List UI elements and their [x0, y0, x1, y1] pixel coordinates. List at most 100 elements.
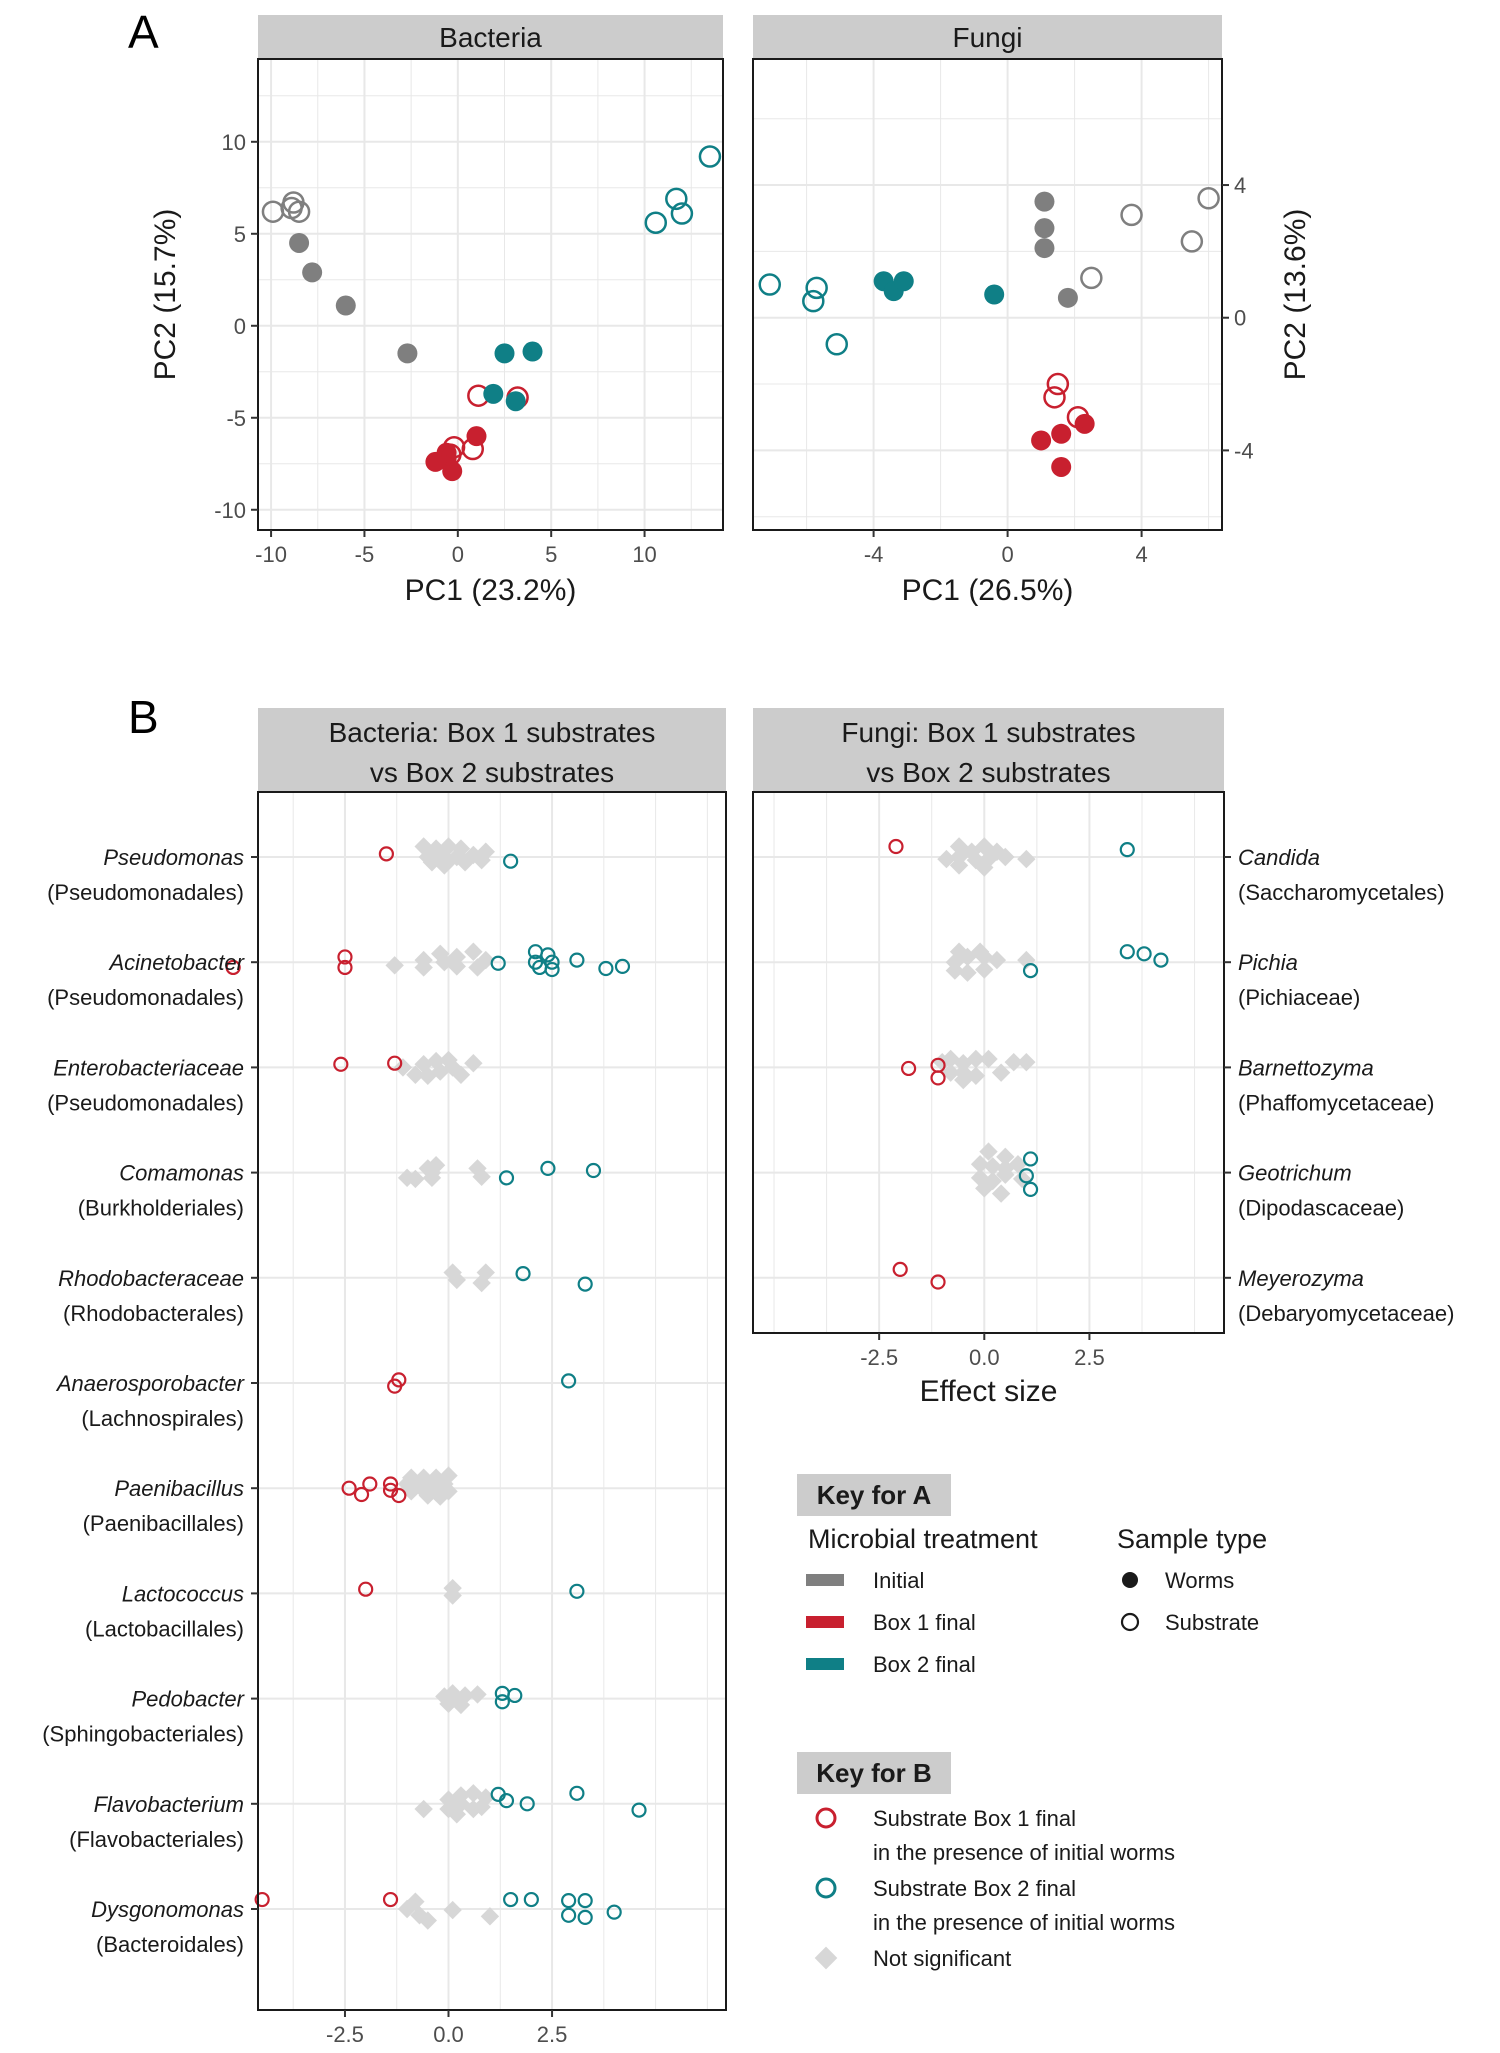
taxon-order: (Pichiaceae): [1238, 985, 1360, 1010]
taxon-order: (Phaffomycetaceae): [1238, 1090, 1434, 1115]
taxon-order: (Lactobacillales): [85, 1616, 244, 1641]
ns-point: [439, 1799, 458, 1819]
box2-point: [498, 1793, 515, 1809]
box2-point: [561, 1892, 577, 1909]
box2-point: [1022, 1181, 1039, 1198]
ns-point: [979, 1142, 998, 1161]
data-point: [1057, 287, 1078, 308]
ns-point: [385, 956, 404, 975]
box2-point: [561, 1373, 577, 1389]
legend-label: Not significant: [873, 1946, 1011, 1971]
ns-point: [975, 947, 994, 967]
box2-point: [503, 1891, 519, 1908]
data-point: [1043, 386, 1066, 409]
ns-point: [970, 1155, 990, 1174]
taxon-order: (Rhodobacterales): [63, 1301, 244, 1326]
data-point: [1197, 187, 1220, 210]
legend-title-bg: [797, 1752, 951, 1794]
data-point: [302, 262, 323, 283]
y-tick-label: 4: [1234, 173, 1246, 198]
ns-point: [1017, 849, 1036, 869]
x-tick-label: 4: [1135, 542, 1147, 567]
taxon-name: Flavobacterium: [94, 1792, 244, 1817]
data-point: [1031, 430, 1052, 451]
ns-point: [472, 1797, 491, 1817]
ns-point: [464, 942, 483, 961]
box1-point: [341, 1480, 357, 1496]
panel-border: [752, 791, 1225, 1334]
ns-point: [393, 1058, 413, 1077]
legend-label: Box 2 final: [873, 1652, 976, 1677]
facet-strip: [753, 708, 1224, 792]
ns-point: [975, 858, 994, 877]
box1-point: [892, 1261, 908, 1278]
box2-point: [606, 1904, 622, 1920]
legend-marker: [1122, 1572, 1138, 1588]
legend-label: in the presence of initial worms: [873, 1910, 1175, 1935]
ns-point: [406, 1169, 425, 1189]
box1-point: [254, 1891, 270, 1908]
taxon-name: Dysgonomonas: [91, 1897, 244, 1922]
data-point: [644, 211, 668, 234]
box1-point: [358, 1581, 374, 1597]
ns-point: [996, 1147, 1015, 1167]
ns-point: [996, 847, 1015, 867]
box2-point: [569, 1785, 585, 1801]
box1-point: [930, 1274, 946, 1290]
data-point: [758, 273, 781, 296]
taxon-order: (Pseudomonadales): [47, 1090, 244, 1115]
box1-point: [225, 959, 241, 976]
ns-point: [414, 1799, 433, 1819]
ns-point: [439, 1694, 458, 1714]
data-point: [287, 200, 311, 223]
taxon-order: (Pseudomonadales): [47, 985, 244, 1010]
data-point: [805, 276, 828, 300]
box2-point: [1119, 842, 1135, 858]
data-point: [397, 343, 418, 364]
legend-swatch: [806, 1574, 844, 1586]
ns-point: [949, 856, 969, 875]
x-tick-label: -5: [355, 542, 375, 567]
x-tick-label: 5: [545, 542, 557, 567]
y-tick-label: 0: [234, 314, 246, 339]
x-tick-label: 0: [452, 542, 464, 567]
legend-label: Initial: [873, 1568, 924, 1593]
ns-point: [414, 958, 433, 977]
legend-label: Substrate Box 2 final: [873, 1876, 1076, 1901]
ns-point: [451, 1065, 471, 1084]
box2-point: [507, 1687, 523, 1704]
legend-section-title: Sample type: [1117, 1524, 1267, 1554]
x-axis-label: PC1 (23.2%): [405, 574, 577, 607]
data-point: [1046, 372, 1070, 396]
ns-point: [447, 957, 466, 976]
y-tick-label: 10: [222, 130, 246, 155]
ns-point: [447, 1270, 466, 1290]
ns-point: [979, 1049, 998, 1069]
ns-point: [1017, 1052, 1036, 1072]
data-point: [665, 187, 688, 211]
data-point: [1080, 266, 1103, 290]
ns-point: [418, 1486, 437, 1505]
taxon-order: (Burkholderiales): [78, 1196, 244, 1221]
box2-point: [577, 1892, 593, 1909]
box2-point: [577, 1909, 593, 1926]
data-point: [335, 295, 356, 316]
x-tick-label: -4: [864, 542, 884, 567]
legend-label: Substrate: [1165, 1610, 1259, 1635]
ns-point: [406, 1065, 425, 1084]
ns-point: [480, 1907, 500, 1926]
box2-point: [519, 1796, 535, 1812]
ns-point: [443, 1900, 462, 1920]
data-point: [522, 341, 543, 362]
box2-point: [523, 1891, 539, 1908]
data-point: [466, 426, 487, 447]
box2-point: [1022, 962, 1039, 979]
effect-fungi-panel: Fungi: Box 1 substrates vs Box 2 substrat…: [752, 708, 1454, 1408]
legend-b: Key for B Substrate Box 1 final in the pre…: [797, 1752, 1175, 1971]
ns-point: [431, 1487, 450, 1506]
ns-point: [996, 1165, 1015, 1184]
data-point: [439, 443, 462, 466]
x-tick-label: 0.0: [433, 2022, 464, 2047]
taxon-order: (Bacteroidales): [96, 1932, 244, 1957]
data-point: [1051, 456, 1072, 477]
